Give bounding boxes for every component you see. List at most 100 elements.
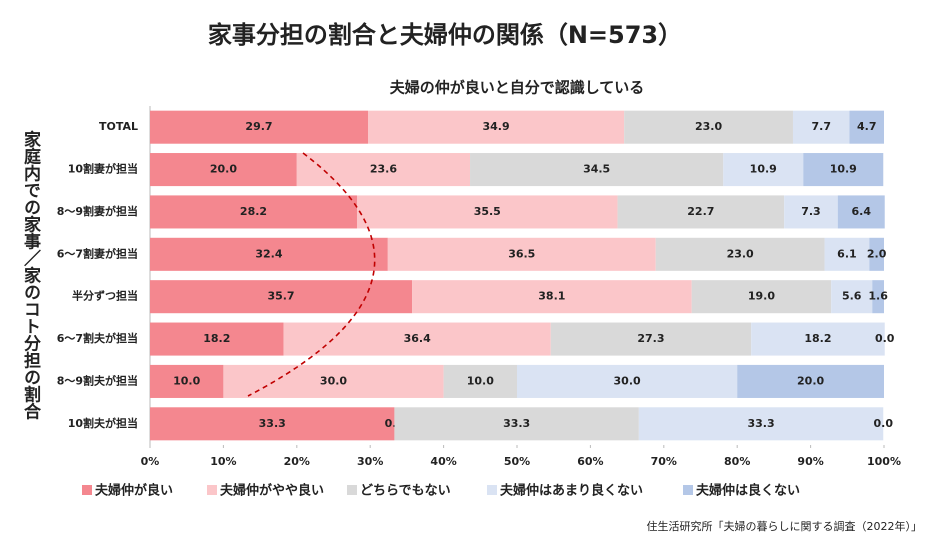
data-label: 20.0 bbox=[797, 374, 824, 387]
y-tick-label: 半分ずつ担当 bbox=[72, 289, 138, 303]
data-label: 6.1 bbox=[837, 247, 857, 260]
data-label: 1.6 bbox=[868, 290, 888, 303]
x-tick-label: 80% bbox=[724, 455, 750, 468]
data-label: 10.0 bbox=[173, 374, 200, 387]
bar-segment bbox=[150, 407, 395, 441]
y-tick-label: 6～7割夫が担当 bbox=[57, 331, 138, 345]
data-label: 34.9 bbox=[483, 120, 510, 133]
x-tick-label: 50% bbox=[504, 455, 530, 468]
bar-segment bbox=[723, 153, 804, 187]
data-label: 10.0 bbox=[467, 374, 494, 387]
data-label: 36.4 bbox=[404, 332, 431, 345]
data-label: 0.0 bbox=[875, 332, 895, 345]
legend-label: 夫婦仲はあまり良くない bbox=[500, 483, 643, 499]
data-label: 6.4 bbox=[851, 205, 871, 218]
bar-segment bbox=[223, 364, 444, 398]
bar-segment bbox=[387, 237, 656, 271]
data-label: 32.4 bbox=[255, 247, 282, 260]
x-tick-label: 40% bbox=[430, 455, 456, 468]
bar-segment bbox=[394, 407, 639, 441]
data-label: 7.3 bbox=[801, 205, 821, 218]
x-tick-label: 60% bbox=[577, 455, 603, 468]
bar-segment bbox=[367, 110, 625, 144]
bar-segment bbox=[150, 153, 297, 187]
data-label: 19.0 bbox=[748, 290, 775, 303]
data-label: 18.2 bbox=[203, 332, 230, 345]
bar-segment bbox=[150, 237, 388, 271]
bar-segment bbox=[655, 237, 825, 271]
bar-segment bbox=[150, 280, 413, 314]
plot-area: 0% 10% 20% 30% 40% 50% 60% 70% 80% 90% 100% TOTAL 29… bbox=[57, 106, 901, 499]
bar-segment bbox=[751, 322, 885, 356]
data-label: 0.0 bbox=[874, 417, 894, 430]
y-tick-label: TOTAL bbox=[99, 120, 138, 133]
legend-label: 夫婦仲がやや良い bbox=[220, 483, 324, 499]
data-label: 20.0 bbox=[210, 163, 237, 176]
bar-segment bbox=[837, 195, 885, 229]
x-tick-label: 30% bbox=[357, 455, 383, 468]
bar-segment bbox=[849, 110, 884, 144]
x-tick-label: 70% bbox=[651, 455, 677, 468]
bar-segment bbox=[412, 280, 692, 314]
y-tick-label: 6～7割妻が担当 bbox=[57, 246, 138, 260]
data-label: 35.5 bbox=[474, 205, 501, 218]
bar-segment bbox=[624, 110, 793, 144]
x-tick-label: 10% bbox=[210, 455, 236, 468]
bar-segment bbox=[517, 364, 738, 398]
data-label: 2.0 bbox=[867, 247, 887, 260]
legend-swatch bbox=[347, 485, 357, 495]
data-label: 33.3 bbox=[747, 417, 774, 430]
data-label: 27.3 bbox=[637, 332, 664, 345]
bar-segment bbox=[296, 153, 471, 187]
bar-segment bbox=[150, 110, 368, 144]
data-label: 33.3 bbox=[503, 417, 530, 430]
bar-segment bbox=[150, 195, 357, 229]
data-label: 23.6 bbox=[370, 163, 397, 176]
data-label: 28.2 bbox=[240, 205, 267, 218]
y-axis-label: 家庭内での家事／家のコト分担の割合 bbox=[20, 129, 41, 420]
bar-segment bbox=[150, 322, 284, 356]
bar-segment bbox=[792, 110, 850, 144]
data-label: 35.7 bbox=[267, 290, 294, 303]
y-tick-label: 10割妻が担当 bbox=[68, 162, 138, 176]
legend-swatch bbox=[683, 485, 693, 495]
legend-swatch bbox=[207, 485, 217, 495]
bar-segment bbox=[869, 237, 884, 271]
data-label: 10.9 bbox=[830, 163, 857, 176]
x-tick-label: 20% bbox=[284, 455, 310, 468]
trend-curve bbox=[247, 152, 376, 397]
bar-segment bbox=[443, 364, 517, 398]
bar-segment bbox=[691, 280, 832, 314]
bar-segment bbox=[638, 407, 884, 441]
bar-segment bbox=[784, 195, 838, 229]
bar-segment bbox=[872, 280, 884, 314]
bar-segment bbox=[470, 153, 724, 187]
data-label: 23.0 bbox=[695, 120, 722, 133]
data-label: 4.7 bbox=[857, 120, 877, 133]
bar-segment bbox=[831, 280, 873, 314]
data-label: 30.0 bbox=[614, 374, 641, 387]
data-label: 30.0 bbox=[320, 374, 347, 387]
bar-segment bbox=[550, 322, 752, 356]
chart-title: 家事分担の割合と夫婦仲の関係（N=573） bbox=[208, 21, 682, 49]
legend-swatch bbox=[82, 485, 92, 495]
legend-label: どちらでもない bbox=[360, 484, 451, 499]
data-label: 38.1 bbox=[538, 290, 565, 303]
legend-swatch bbox=[487, 485, 497, 495]
data-label: 34.5 bbox=[583, 163, 610, 176]
data-label: 22.7 bbox=[687, 205, 714, 218]
bar-segment bbox=[283, 322, 551, 356]
x-tick-label: 0% bbox=[141, 455, 160, 468]
bar-segment bbox=[617, 195, 785, 229]
data-label: 29.7 bbox=[245, 120, 272, 133]
data-label: 36.5 bbox=[508, 247, 535, 260]
bar-segment bbox=[737, 364, 884, 398]
y-tick-label: 10割夫が担当 bbox=[68, 416, 138, 430]
chart-subtitle: 夫婦の仲が良いと自分で認識している bbox=[390, 79, 645, 97]
data-label: 18.2 bbox=[804, 332, 831, 345]
bar-segment bbox=[356, 195, 618, 229]
x-tick-label: 90% bbox=[797, 455, 823, 468]
source: 住生活研究所「夫婦の暮らしに関する調査（2022年）」 bbox=[647, 519, 923, 533]
data-label: 7.7 bbox=[811, 120, 831, 133]
